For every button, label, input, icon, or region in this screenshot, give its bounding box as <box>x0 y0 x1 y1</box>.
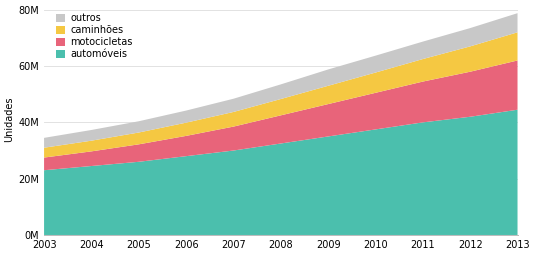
Legend: outros, caminhões, motocicletas, automóveis: outros, caminhões, motocicletas, automóv… <box>53 11 135 61</box>
Y-axis label: Unidades: Unidades <box>4 97 14 142</box>
